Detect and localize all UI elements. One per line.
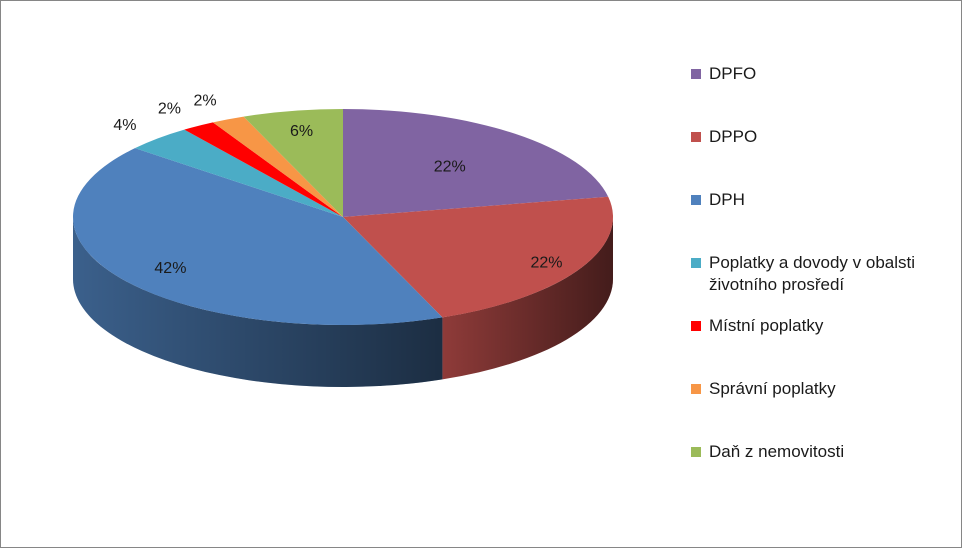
pie-value-label: 42% — [154, 260, 186, 277]
legend-swatch — [691, 321, 701, 331]
pie-value-label: 22% — [530, 255, 562, 272]
legend-swatch — [691, 384, 701, 394]
pie-slice-0 — [343, 109, 609, 217]
legend-label: DPPO — [709, 127, 758, 146]
legend-label: Poplatky a dovody v obalsti životního pr… — [709, 253, 916, 294]
legend-label: Místní poplatky — [709, 316, 824, 335]
pie-value-label: 22% — [434, 158, 466, 175]
legend-item-dpfo: DPFO — [691, 63, 949, 85]
legend-swatch — [691, 258, 701, 268]
legend-item-dppo: DPPO — [691, 126, 949, 148]
pie-slice-2 — [73, 148, 443, 325]
legend-item-dan-z-nemovitosti: Daň z nemovitosti — [691, 441, 949, 463]
legend-item-mistni-poplatky: Místní poplatky — [691, 315, 949, 337]
pie-slice-6 — [243, 109, 343, 217]
pie-value-label: 2% — [193, 93, 216, 110]
pie-slice-5 — [212, 116, 343, 217]
pie-slice-1 — [343, 196, 613, 318]
legend-item-poplatky-zivotni-prostredi: Poplatky a dovody v obalsti životního pr… — [691, 252, 949, 296]
pie-slices — [73, 109, 613, 325]
legend-swatch — [691, 132, 701, 142]
legend-swatch — [691, 447, 701, 457]
legend-label: DPFO — [709, 64, 757, 83]
legend-item-spravni-poplatky: Správní poplatky — [691, 378, 949, 400]
legend-label: Daň z nemovitosti — [709, 442, 845, 461]
legend-swatch — [691, 195, 701, 205]
legend-swatch — [691, 69, 701, 79]
pie-slice-3 — [134, 129, 343, 217]
pie-labels: 22% 22% 42% 4% 2% 2% 6% — [113, 93, 562, 277]
pie-side-shade-1 — [442, 217, 613, 380]
pie-value-label: 2% — [158, 101, 181, 118]
pie-slice-4 — [184, 122, 343, 217]
pie-value-label: 4% — [113, 117, 136, 134]
legend-label: Správní poplatky — [709, 379, 836, 398]
pie-value-label: 6% — [290, 123, 313, 140]
pie-side-shade-2 — [73, 217, 443, 388]
legend-label: DPH — [709, 190, 745, 209]
legend-item-dph: DPH — [691, 189, 949, 211]
pie-sides — [73, 217, 613, 388]
